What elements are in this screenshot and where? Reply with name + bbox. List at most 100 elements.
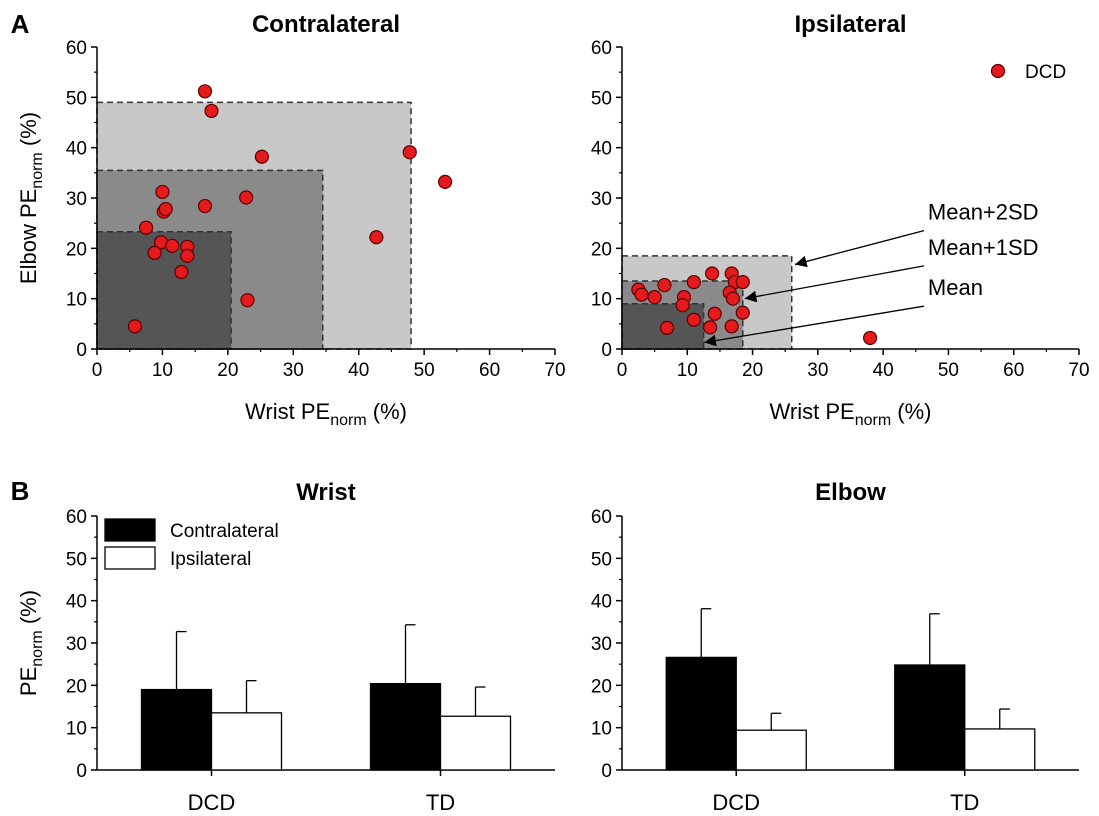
bar (140, 688, 213, 771)
data-point (634, 287, 649, 302)
x-tick-label: 40 (348, 360, 369, 381)
legend-label: Contralateral (170, 521, 279, 542)
x-axis-label: Wrist PEnorm (%) (770, 399, 932, 429)
x-tick-label: 0 (92, 360, 103, 381)
data-point (158, 201, 173, 217)
y-tick-label: 0 (76, 340, 87, 361)
scatter-panel-2: 0 10 20 30 40 50 60 0 10 20 30 40 50 60 70 Ipsilateral W… (591, 11, 1090, 429)
chart-title: Elbow (815, 479, 886, 506)
bar (735, 729, 807, 771)
category-label: DCD (712, 790, 760, 815)
y-axis-label-main: Elbow PE (16, 189, 41, 284)
category-label: DCD (188, 790, 236, 815)
x-tick-label: 70 (1068, 360, 1089, 381)
scatter-panel-1: 0 10 20 30 40 50 60 0 10 20 30 40 50 60 70 Contralatera… (16, 11, 566, 429)
data-point (138, 220, 154, 235)
y-tick-label: 0 (601, 761, 612, 782)
y-tick-label: 20 (66, 676, 87, 697)
data-point (147, 245, 162, 260)
data-point (127, 319, 143, 334)
data-point (165, 238, 180, 253)
y-tick-label: 30 (591, 634, 612, 655)
y-tick-label: 50 (66, 88, 87, 109)
data-point (725, 291, 741, 306)
y-tick-label: 20 (591, 239, 612, 260)
x-tick-label: 20 (742, 360, 763, 381)
x-axis-label-main: Wrist PE (245, 399, 330, 424)
y-axis-label-unit: (%) (16, 590, 41, 630)
y-tick-label: 0 (601, 340, 612, 361)
y-tick-label: 60 (591, 507, 612, 528)
bar (439, 715, 512, 771)
data-point (735, 274, 750, 290)
y-tick-label: 10 (66, 290, 87, 311)
x-axis-label-unit: (%) (367, 399, 407, 424)
data-point (240, 293, 255, 308)
y-tick-label: 30 (66, 189, 87, 210)
y-tick-label: 0 (76, 761, 87, 782)
x-axis-label-sub: norm (855, 412, 891, 429)
category-label: TD (950, 790, 979, 815)
data-point (724, 319, 739, 334)
data-point (239, 190, 254, 205)
x-tick-label: 40 (873, 360, 894, 381)
x-tick-label: 10 (152, 360, 173, 381)
legend-marker (990, 63, 1006, 79)
bar-panel-1: 0 10 20 30 40 50 60 DCD TD Wrist PEnorm (%) Contral… (16, 479, 555, 815)
data-point (180, 248, 195, 263)
y-tick-label: 20 (66, 239, 87, 260)
y-axis-label-sub: norm (29, 152, 46, 188)
x-tick-label: 70 (544, 360, 565, 381)
y-tick-label: 60 (66, 38, 87, 59)
annotation-label: Mean+2SD (928, 200, 1039, 225)
y-tick-label: 50 (591, 549, 612, 570)
annotation-arrow (744, 265, 925, 303)
x-tick-label: 60 (479, 360, 500, 381)
y-tick-label: 10 (591, 719, 612, 740)
annotation-label: Mean+1SD (928, 235, 1039, 260)
chart-title: Contralateral (252, 11, 400, 38)
x-axis-label-main: Wrist PE (770, 399, 855, 424)
data-point (862, 330, 878, 346)
x-tick-label: 30 (283, 360, 304, 381)
bar-panel-2: 0 10 20 30 40 50 60 DCD TD Elbow (591, 479, 1079, 815)
data-point (657, 277, 672, 293)
data-point (704, 266, 720, 281)
data-point (197, 198, 213, 214)
y-tick-label: 30 (591, 189, 612, 210)
data-point (402, 145, 417, 160)
y-axis-label-main: PE (16, 667, 41, 696)
legend-swatch (104, 518, 156, 542)
y-tick-label: 60 (591, 38, 612, 59)
data-point (707, 306, 722, 321)
y-tick-label: 20 (591, 676, 612, 697)
panel-label-b: B (11, 476, 30, 506)
data-point (204, 103, 219, 119)
chart-title: Ipsilateral (794, 11, 906, 38)
x-tick-label: 50 (414, 360, 435, 381)
data-point (686, 312, 701, 327)
y-tick-label: 30 (66, 634, 87, 655)
bar (665, 656, 737, 771)
y-axis-label-unit: (%) (16, 112, 41, 152)
data-point (659, 320, 675, 335)
x-axis-label: Wrist PEnorm (%) (245, 399, 407, 429)
y-tick-label: 50 (591, 88, 612, 109)
x-tick-label: 60 (1003, 360, 1024, 381)
legend-label: DCD (1025, 62, 1066, 83)
legend-label: Ipsilateral (170, 549, 251, 570)
data-point (155, 184, 170, 200)
legend-swatch (104, 546, 156, 570)
y-tick-label: 10 (66, 719, 87, 740)
chart-title: Wrist (296, 479, 356, 506)
y-axis-label-sub: norm (29, 630, 46, 666)
x-tick-label: 30 (807, 360, 828, 381)
x-tick-label: 50 (938, 360, 959, 381)
data-point (647, 290, 662, 305)
bar (964, 728, 1036, 771)
panel-label-a: A (11, 9, 30, 39)
category-label: TD (426, 790, 455, 815)
annotation-label: Mean (928, 275, 983, 300)
data-point (675, 298, 690, 313)
